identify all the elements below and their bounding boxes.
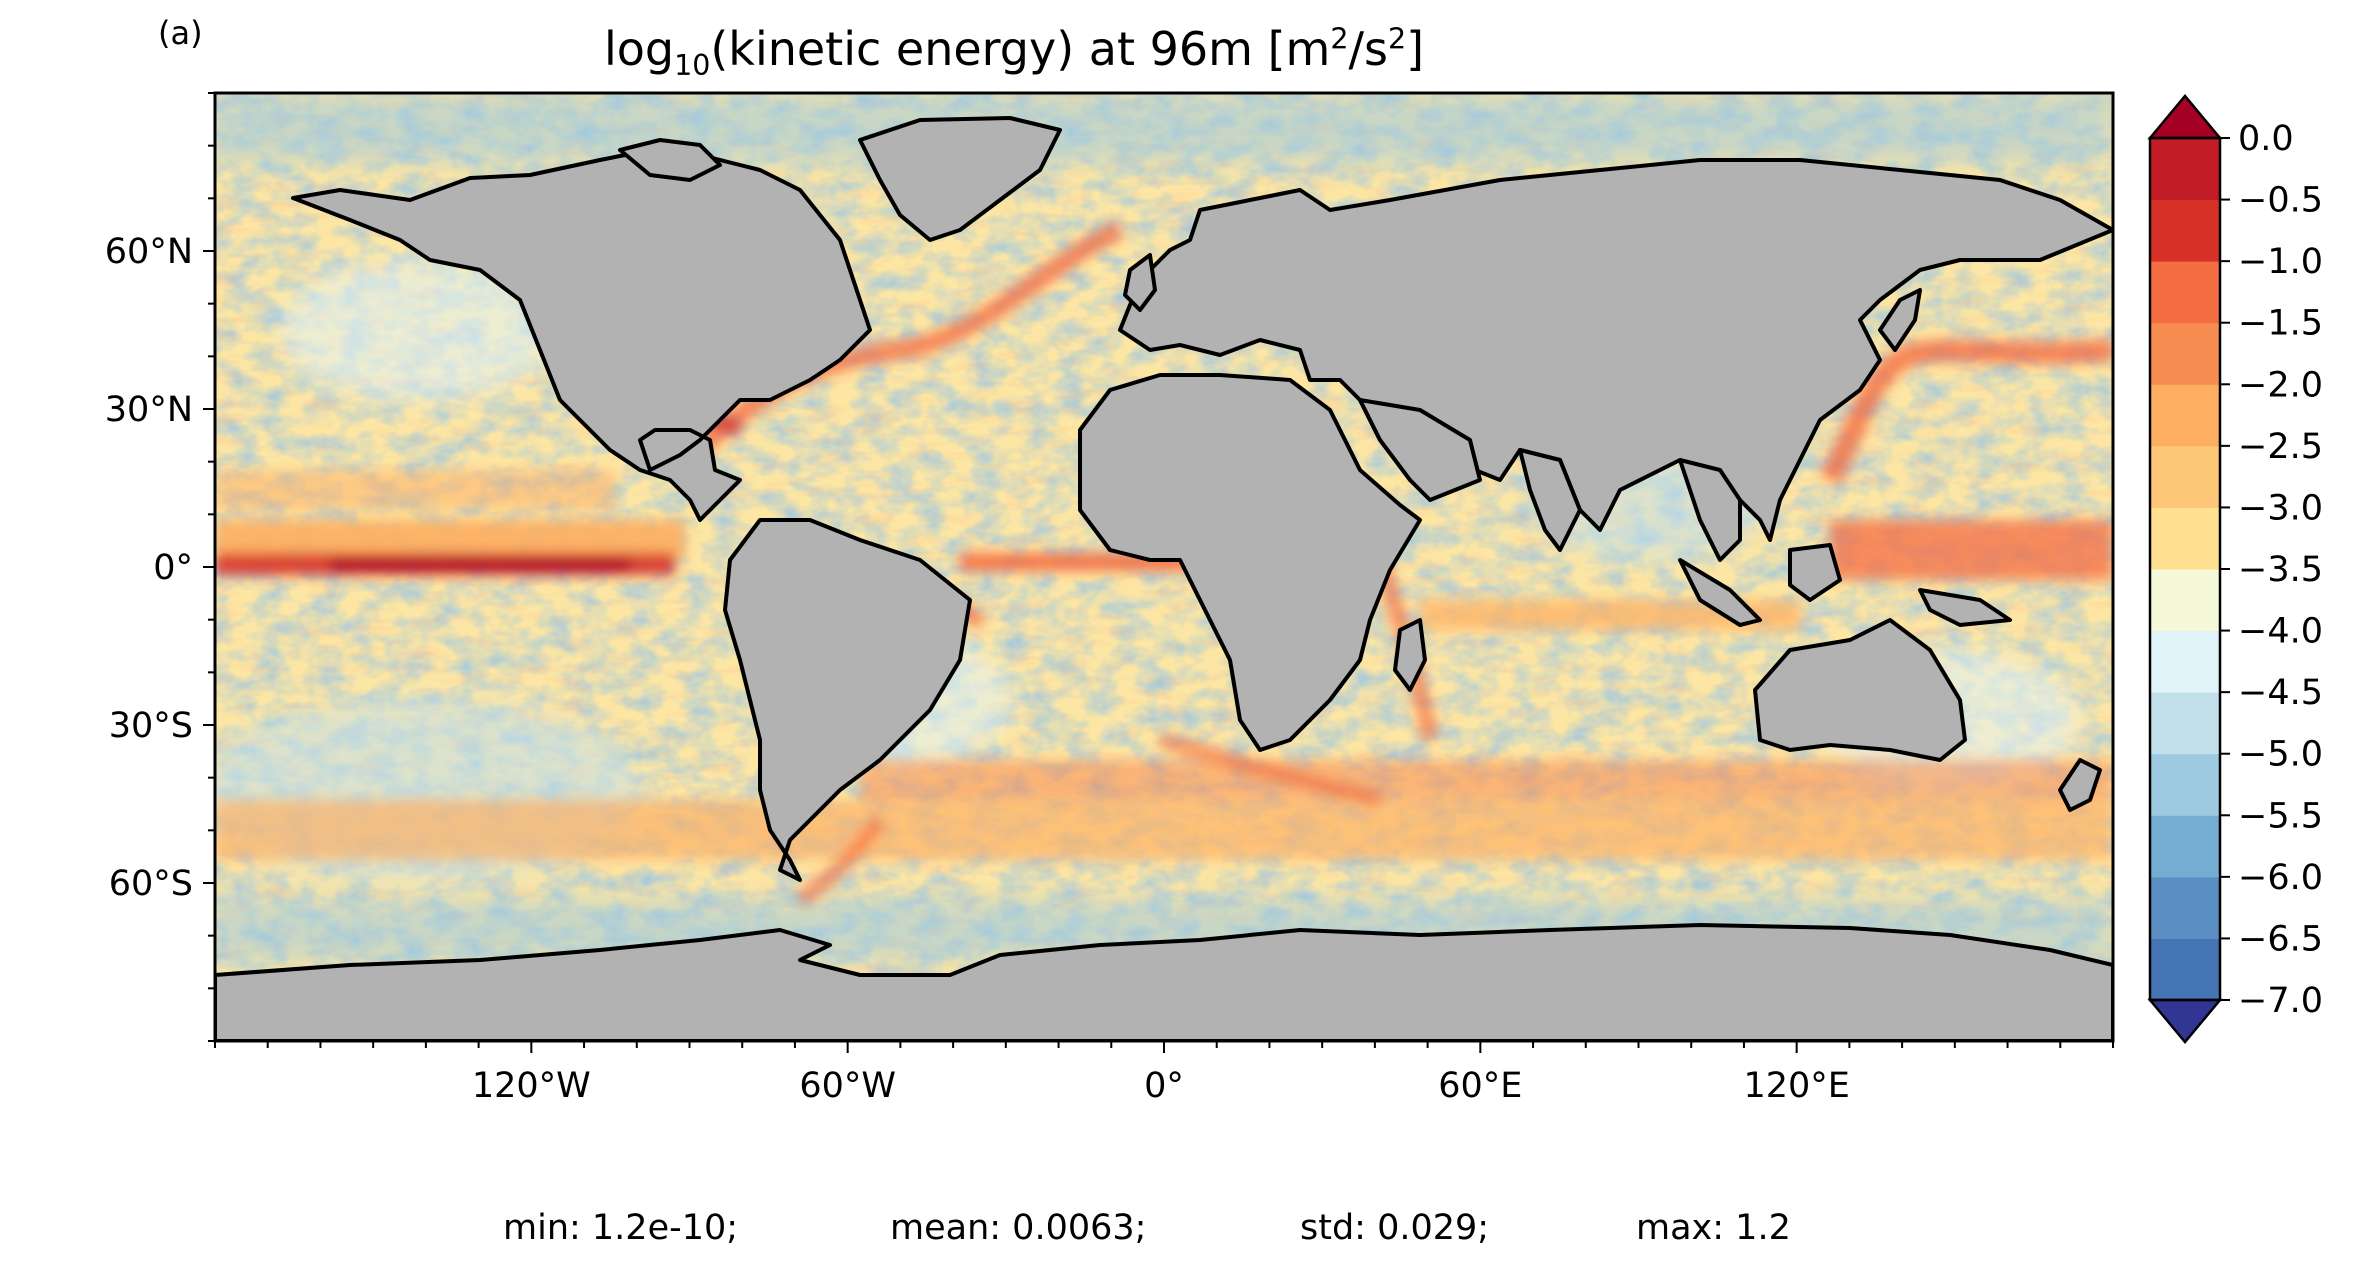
colorbar-segment [2150, 815, 2220, 878]
colorbar-extend-max [2147, 94, 2223, 140]
colorbar-tick-label: −6.5 [2238, 919, 2323, 959]
colorbar-tick-label: −4.5 [2238, 673, 2323, 713]
sumatra [1678, 558, 1762, 627]
colorbar-segment [2150, 261, 2220, 324]
y-tick-label: 60°N [105, 232, 193, 272]
antarctica [215, 923, 2113, 1041]
colorbar-segment [2150, 384, 2220, 447]
colorbar-segment [2150, 507, 2220, 570]
stat-mean: mean: 0.0063; [890, 1208, 1147, 1248]
colorbar-tick-label: −5.5 [2238, 796, 2323, 836]
colorbar-segment [2150, 753, 2220, 816]
y-tick-label: 0° [153, 548, 193, 588]
greenland [858, 116, 1062, 242]
colorbar-tick-label: −6.0 [2238, 858, 2323, 898]
colorbar-tick-label: −1.5 [2238, 304, 2323, 344]
colorbar-tick-label: −5.0 [2238, 735, 2323, 775]
y-axis: 60°N 30°N 0° 30°S 60°S [105, 92, 215, 1042]
south-america [723, 518, 972, 882]
x-tick-label: 0° [1144, 1066, 1184, 1106]
australia [1753, 618, 1967, 762]
colorbar-segment [2150, 630, 2220, 693]
arctic-archipelago [618, 138, 722, 182]
x-tick-label: 120°E [1743, 1066, 1849, 1106]
colorbar-tick-label: −3.0 [2238, 488, 2323, 528]
new-guinea [1918, 588, 2012, 627]
borneo [1788, 543, 1842, 602]
colorbar-tick-label: −4.0 [2238, 612, 2323, 652]
y-tick-label: 30°N [105, 390, 193, 430]
colorbar-tick-label: −7.0 [2238, 981, 2323, 1021]
colorbar-tick-label: −0.5 [2238, 181, 2323, 221]
stat-min: min: 1.2e-10; [503, 1208, 739, 1248]
indochina [1678, 458, 1742, 562]
x-tick-label: 120°W [472, 1066, 591, 1106]
india [1518, 448, 1582, 552]
colorbar-segment [2150, 938, 2220, 1001]
colorbar-tick-label: −1.0 [2238, 242, 2323, 282]
land-masses [215, 116, 2113, 1041]
british-isles [1123, 253, 1157, 312]
stat-max: max: 1.2 [1636, 1208, 1791, 1248]
japan [1878, 288, 1922, 352]
colorbar-segment [2150, 199, 2220, 262]
x-axis: 120°W 60°W 0° 60°E 120°E [214, 1041, 2114, 1106]
stat-std: std: 0.029; [1300, 1208, 1490, 1248]
x-tick-label: 60°E [1438, 1066, 1522, 1106]
colorbar-extend-min [2147, 998, 2223, 1044]
colorbar-segment [2150, 445, 2220, 508]
colorbar: −7.0 −6.5 −6.0 −5.5 −5.0 −4.5 −4.0 −3.5 −3.0 −2.5… [2147, 94, 2323, 1044]
colorbar-segment [2150, 322, 2220, 385]
arabia [1358, 398, 1482, 502]
colorbar-segment [2150, 569, 2220, 632]
colorbar-segment [2150, 692, 2220, 755]
panel-label: (a) [158, 14, 203, 52]
y-tick-label: 60°S [109, 864, 193, 904]
colorbar-tick-label: 0.0 [2238, 119, 2294, 159]
colorbar-segment [2150, 138, 2220, 201]
new-zealand [2058, 758, 2102, 812]
colorbar-tick-label: −2.5 [2238, 427, 2323, 467]
madagascar [1393, 618, 1427, 692]
colorbar-tick-label: −2.0 [2238, 365, 2323, 405]
colorbar-tick-label: −3.5 [2238, 550, 2323, 590]
africa [1078, 373, 1422, 752]
y-tick-label: 30°S [109, 706, 193, 746]
colorbar-segment [2150, 876, 2220, 939]
x-tick-label: 60°W [799, 1066, 896, 1106]
